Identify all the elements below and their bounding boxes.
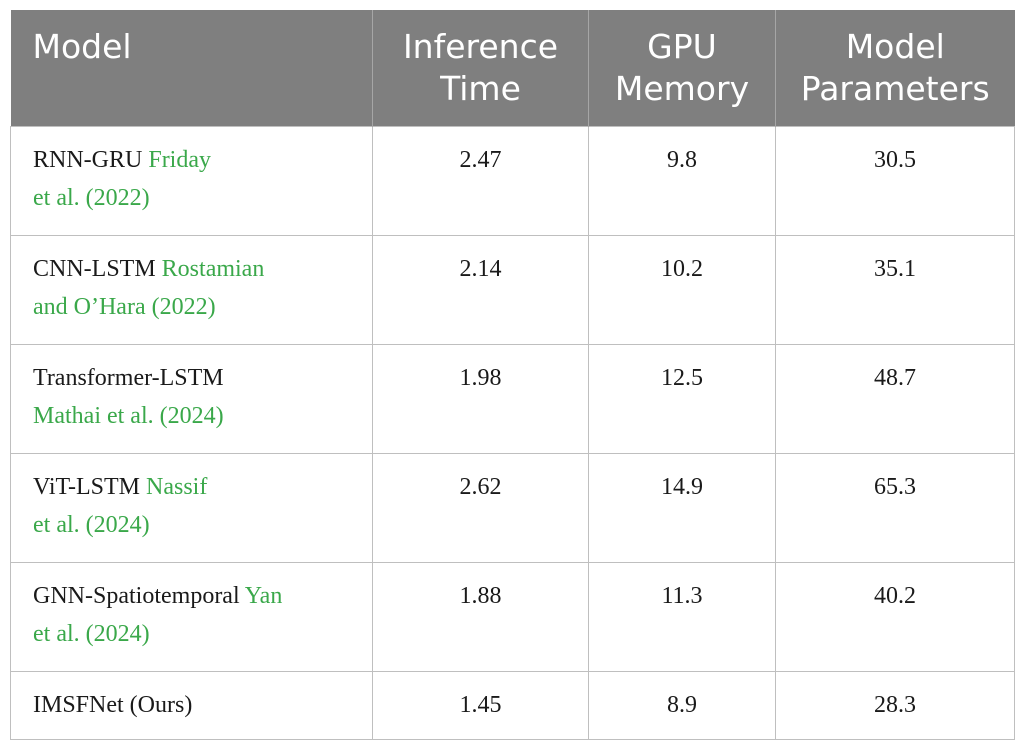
header-gpu-line2: Memory xyxy=(614,68,750,108)
results-table: Model Inference Time GPU Memory Model Pa… xyxy=(10,10,1015,740)
table-row: Transformer-LSTM Mathai et al. (2024) 1.9… xyxy=(10,343,1015,454)
gpu-memory-cell: 12.5 xyxy=(588,343,776,454)
parameters-cell: 30.5 xyxy=(775,125,1015,236)
header-inference-line2: Time xyxy=(440,68,521,108)
parameters-cell: 48.7 xyxy=(775,343,1015,454)
table-body: RNN-GRU Friday et al. (2022) 2.47 9.8 30.… xyxy=(10,125,1015,740)
citation-link[interactable]: Rostamian xyxy=(161,255,265,282)
citation-link[interactable]: et al. (2024) xyxy=(33,511,150,538)
model-cell: ViT-LSTM Nassif et al. (2024) xyxy=(10,452,373,563)
model-name: IMSFNet (Ours) xyxy=(33,691,193,718)
header-model-line1: Model xyxy=(32,27,132,66)
header-inference-time: Inference Time xyxy=(372,10,589,126)
header-row: Model Inference Time GPU Memory Model Pa… xyxy=(10,10,1015,126)
citation-link[interactable]: Mathai et al. (2024) xyxy=(33,402,224,429)
table-row: CNN-LSTM Rostamian and O’Hara (2022) 2.14… xyxy=(10,234,1015,345)
header-params-line1: Model xyxy=(845,26,945,66)
model-cell: IMSFNet (Ours) xyxy=(10,670,373,740)
parameters-cell: 28.3 xyxy=(775,670,1015,740)
citation-link[interactable]: and O’Hara (2022) xyxy=(33,293,216,320)
model-cell: Transformer-LSTM Mathai et al. (2024) xyxy=(10,343,373,454)
gpu-memory-cell: 9.8 xyxy=(588,125,776,236)
inference-time-cell: 1.98 xyxy=(372,343,589,454)
inference-time-cell: 2.14 xyxy=(372,234,589,345)
header-params-line2: Parameters xyxy=(800,68,990,108)
gpu-memory-cell: 8.9 xyxy=(588,670,776,740)
gpu-memory-cell: 10.2 xyxy=(588,234,776,345)
inference-time-cell: 1.45 xyxy=(372,670,589,740)
model-cell: GNN-Spatiotemporal Yan et al. (2024) xyxy=(10,561,373,672)
model-name: GNN-Spatiotemporal xyxy=(33,582,240,609)
header-gpu-memory: GPU Memory xyxy=(588,10,776,126)
citation-link[interactable]: Friday xyxy=(148,146,212,173)
model-name: ViT-LSTM xyxy=(33,473,141,500)
table-row: ViT-LSTM Nassif et al. (2024) 2.62 14.9 6… xyxy=(10,452,1015,563)
citation-link[interactable]: et al. (2022) xyxy=(33,184,150,211)
model-name: RNN-GRU xyxy=(33,146,143,173)
parameters-cell: 65.3 xyxy=(775,452,1015,563)
gpu-memory-cell: 11.3 xyxy=(588,561,776,672)
header-inference-line1: Inference xyxy=(402,26,559,66)
table-header: Model Inference Time GPU Memory Model Pa… xyxy=(10,10,1015,126)
parameters-cell: 40.2 xyxy=(775,561,1015,672)
citation-link[interactable]: Yan xyxy=(244,582,283,609)
table-row: GNN-Spatiotemporal Yan et al. (2024) 1.88… xyxy=(10,561,1015,672)
inference-time-cell: 1.88 xyxy=(372,561,589,672)
header-gpu-line1: GPU xyxy=(647,26,717,66)
model-cell: CNN-LSTM Rostamian and O’Hara (2022) xyxy=(10,234,373,345)
parameters-cell: 35.1 xyxy=(775,234,1015,345)
header-model-parameters: Model Parameters xyxy=(775,10,1015,126)
inference-time-cell: 2.62 xyxy=(372,452,589,563)
table-row: RNN-GRU Friday et al. (2022) 2.47 9.8 30.… xyxy=(10,125,1015,236)
model-name: CNN-LSTM xyxy=(33,255,156,282)
table-row: IMSFNet (Ours) 1.45 8.9 28.3 xyxy=(10,670,1015,740)
model-name: Transformer-LSTM xyxy=(33,364,224,391)
citation-link[interactable]: et al. (2024) xyxy=(33,620,150,647)
inference-time-cell: 2.47 xyxy=(372,125,589,236)
citation-link[interactable]: Nassif xyxy=(146,473,208,500)
gpu-memory-cell: 14.9 xyxy=(588,452,776,563)
header-model: Model xyxy=(10,10,373,126)
model-cell: RNN-GRU Friday et al. (2022) xyxy=(10,125,373,236)
